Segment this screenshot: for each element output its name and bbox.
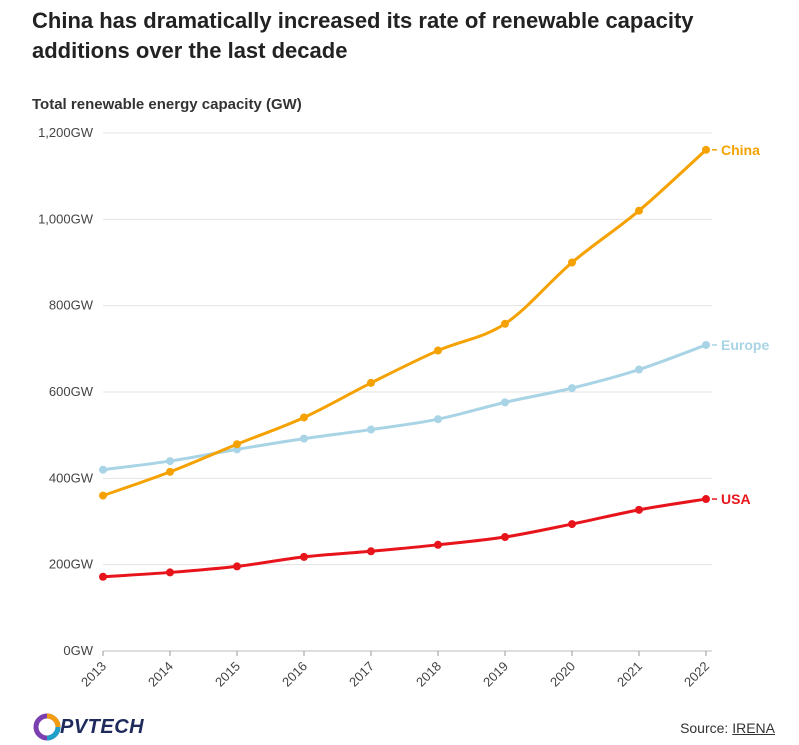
data-point-china — [233, 440, 241, 449]
data-point-europe — [635, 365, 643, 374]
data-point-china — [367, 378, 375, 387]
chart-subtitle: Total renewable energy capacity (GW) — [32, 96, 302, 113]
data-point-usa — [434, 540, 442, 549]
data-point-china — [434, 346, 442, 355]
data-point-europe — [501, 398, 509, 407]
source-note: Source: IRENA — [680, 720, 775, 736]
series-line-china — [102, 148, 708, 498]
chart-title: China has dramatically increased its rat… — [32, 8, 694, 63]
series-line-usa — [102, 497, 707, 579]
y-tick-label: 1,000GW — [38, 211, 94, 226]
x-tick-label: 2021 — [614, 659, 645, 690]
x-tick-label: 2018 — [413, 659, 444, 690]
x-tick-label: 2020 — [547, 659, 578, 690]
source-prefix: Source: — [680, 720, 729, 736]
data-point-china — [99, 491, 107, 500]
data-point-europe — [702, 340, 710, 349]
series-label-china: China — [721, 142, 760, 158]
data-point-china — [635, 206, 643, 215]
series-label-europe: Europe — [721, 337, 769, 353]
data-point-china — [300, 413, 308, 422]
data-point-usa — [367, 547, 375, 556]
data-point-usa — [99, 572, 107, 581]
data-point-usa — [233, 562, 241, 571]
data-point-europe — [434, 415, 442, 424]
series-lines — [99, 145, 710, 581]
y-tick-label: 1,200GW — [38, 125, 94, 140]
data-point-china — [568, 258, 576, 267]
x-tick-label: 2014 — [145, 659, 176, 690]
data-point-china — [166, 467, 174, 476]
x-tick-label: 2013 — [78, 659, 109, 690]
x-tick-label: 2019 — [480, 659, 511, 690]
y-tick-label: 0GW — [63, 643, 93, 658]
x-tick-label: 2022 — [681, 659, 712, 690]
data-point-usa — [300, 552, 308, 561]
y-axis-ticks: 0GW 200GW 400GW 600GW 800GW 1,000GW 1,200GW — [38, 125, 94, 658]
y-tick-label: 800GW — [49, 298, 94, 313]
pvtech-logo-text: PVTECH — [60, 715, 145, 738]
data-point-china — [501, 319, 509, 328]
data-point-usa — [635, 505, 643, 514]
x-tick-label: 2015 — [212, 659, 243, 690]
source-link[interactable]: IRENA — [732, 720, 775, 736]
x-axis-ticks: 2013 2014 2015 2016 2017 2018 2019 2020 2021 2022 — [78, 651, 712, 690]
data-point-europe — [166, 457, 174, 466]
data-point-usa — [702, 495, 710, 504]
data-point-europe — [568, 384, 576, 393]
series-labels: Europe China USA — [712, 142, 769, 507]
y-tick-label: 400GW — [49, 470, 94, 485]
data-point-europe — [367, 425, 375, 434]
data-point-europe — [300, 434, 308, 443]
data-point-china — [702, 145, 710, 154]
y-tick-label: 200GW — [49, 557, 94, 572]
data-point-usa — [568, 520, 576, 529]
grid-lines — [103, 132, 712, 652]
x-tick-label: 2017 — [346, 659, 377, 690]
y-tick-label: 600GW — [49, 384, 94, 399]
data-point-usa — [501, 533, 509, 542]
data-point-europe — [99, 465, 107, 474]
pvtech-logo: PVTECH — [32, 712, 144, 742]
series-line-europe — [102, 343, 707, 472]
series-label-usa: USA — [721, 491, 751, 507]
x-tick-label: 2016 — [279, 659, 310, 690]
data-point-usa — [166, 568, 174, 577]
pvtech-logo-icon — [33, 713, 61, 741]
